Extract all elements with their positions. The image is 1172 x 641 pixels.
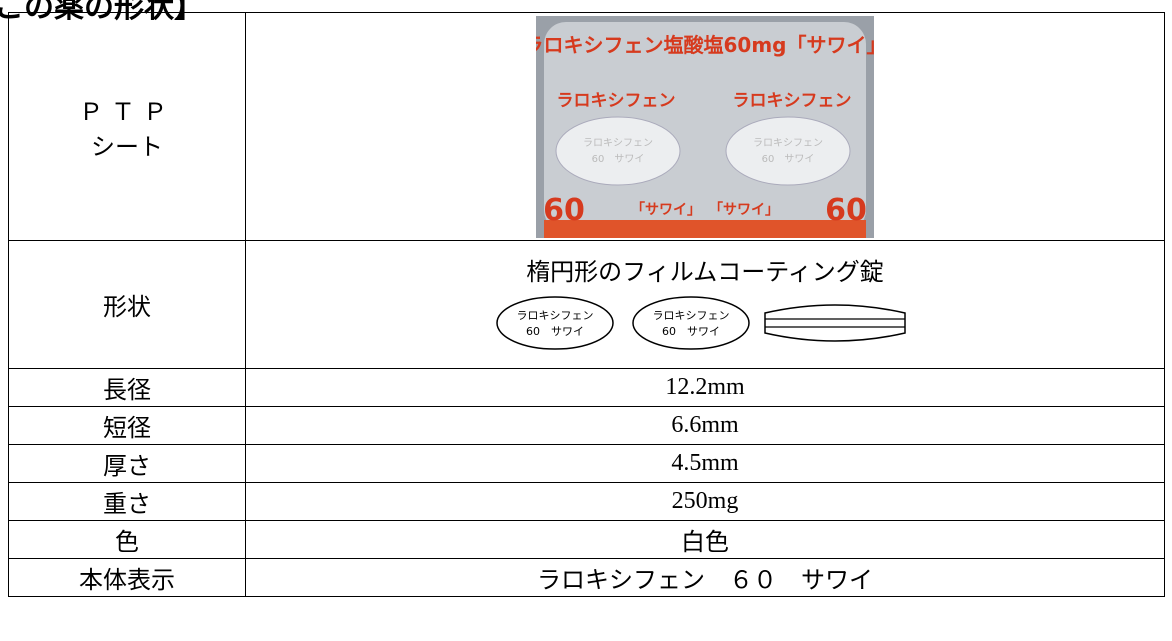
table-row: 本体表示 ラロキシフェン ６０ サワイ (8, 558, 1165, 597)
tablet-imprint: ラロキシフェン (517, 309, 594, 322)
table-row: 厚さ 4.5mm (8, 444, 1165, 483)
table-row: 色白色 (8, 520, 1165, 559)
ptp-brand: 「サワイ」 (709, 201, 779, 218)
row-value: 12.2mm (245, 368, 1165, 407)
tablet-imprint: 60 サワイ (762, 153, 815, 165)
ptp-strength: 60 (543, 193, 585, 228)
tablet-imprint: 60 サワイ (662, 325, 720, 338)
row-label: ＰＴＰ シート (8, 12, 246, 241)
ptp-product-name: ラロキシフェン塩酸塩60mg「サワイ」 (536, 33, 874, 57)
ptp-image: ラロキシフェン塩酸塩60mg「サワイ」 ラロキシフェン ラロキシフェン ラロキシ… (536, 15, 874, 238)
tablet-imprint: ラロキシフェン (583, 137, 653, 149)
row-value: 白色 (245, 520, 1165, 559)
tablet-drawing: ラロキシフェン 60 サワイ ラロキシフェン 60 サワイ (496, 296, 906, 350)
tablet-imprint: ラロキシフェン (753, 137, 823, 149)
label-line: シート (91, 134, 163, 161)
row-label: 長径 (8, 368, 246, 407)
shape-table: ＰＴＰ シート ラロキシフェン塩酸塩60mg「サワイ」 ラロキシフェン ラロキシフ… (8, 12, 1165, 597)
tablet-imprint: 60 サワイ (526, 325, 584, 338)
table-row: 長径 12.2mm (8, 368, 1165, 407)
table-row: ＰＴＰ シート ラロキシフェン塩酸塩60mg「サワイ」 ラロキシフェン ラロキシフ… (8, 12, 1165, 241)
row-label: 厚さ (8, 444, 246, 483)
ptp-brand: 「サワイ」 (631, 201, 701, 218)
shape-text: 楕円形のフィルムコーティング錠 (526, 260, 884, 286)
ptp-pocket-label: ラロキシフェン (733, 91, 852, 111)
row-value: 250mg (245, 482, 1165, 521)
label-line: ＰＴＰ (79, 99, 175, 126)
shape-cell: 楕円形のフィルムコーティング錠 ラロキシフェン 60 サワイ ラロキシフェン 6… (245, 240, 1165, 369)
row-value: 4.5mm (245, 444, 1165, 483)
row-label: 色 (8, 520, 246, 559)
row-value: 6.6mm (245, 406, 1165, 445)
table-row: 形状 楕円形のフィルムコーティング錠 ラロキシフェン 60 サワイ ラロキシフェ… (8, 240, 1165, 369)
ptp-strength: 60 (825, 193, 867, 228)
tablet-imprint: ラロキシフェン (653, 309, 730, 322)
row-label: 重さ (8, 482, 246, 521)
table-row: 重さ 250mg (8, 482, 1165, 521)
ptp-cell: ラロキシフェン塩酸塩60mg「サワイ」 ラロキシフェン ラロキシフェン ラロキシ… (245, 12, 1165, 241)
row-label: 本体表示 (8, 558, 246, 597)
table-row: 短径 6.6mm (8, 406, 1165, 445)
row-value: ラロキシフェン ６０ サワイ (245, 558, 1165, 597)
row-label: 短径 (8, 406, 246, 445)
tablet-imprint: 60 サワイ (592, 153, 645, 165)
ptp-pocket-label: ラロキシフェン (557, 91, 676, 111)
row-label: 形状 (8, 240, 246, 369)
simple-rows: 長径 12.2mm 短径 6.6mm 厚さ 4.5mm 重さ 250mg 色白色 本体表示 ラロキシ… (8, 368, 1165, 597)
